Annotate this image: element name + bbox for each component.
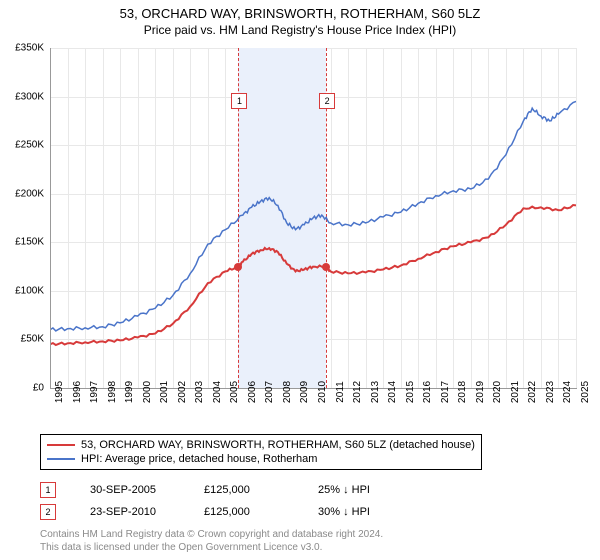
sale-row: 2 23-SEP-2010 £125,000 30% ↓ HPI [40, 504, 408, 520]
chart-area: 12 £0£50K£100K£150K£200K£250K£300K£350K … [50, 48, 576, 388]
sale-delta: 25% ↓ HPI [318, 484, 408, 496]
chart-container: 53, ORCHARD WAY, BRINSWORTH, ROTHERHAM, … [0, 0, 600, 560]
legend-swatch [47, 458, 75, 460]
plot-frame [50, 48, 577, 389]
footer-line: Contains HM Land Registry data © Crown c… [40, 528, 383, 541]
sale-delta: 30% ↓ HPI [318, 506, 408, 518]
chart-title: 53, ORCHARD WAY, BRINSWORTH, ROTHERHAM, … [0, 0, 600, 21]
legend-swatch [47, 444, 75, 446]
sale-price: £125,000 [204, 484, 294, 496]
sale-marker-icon: 2 [40, 504, 56, 520]
legend-item: 53, ORCHARD WAY, BRINSWORTH, ROTHERHAM, … [47, 438, 475, 452]
sale-price: £125,000 [204, 506, 294, 518]
footer-line: This data is licensed under the Open Gov… [40, 541, 383, 554]
legend: 53, ORCHARD WAY, BRINSWORTH, ROTHERHAM, … [40, 434, 482, 470]
sale-marker-icon: 1 [40, 482, 56, 498]
legend-label: 53, ORCHARD WAY, BRINSWORTH, ROTHERHAM, … [81, 439, 475, 451]
sale-date: 23-SEP-2010 [90, 506, 180, 518]
footer: Contains HM Land Registry data © Crown c… [40, 528, 383, 554]
legend-item: HPI: Average price, detached house, Roth… [47, 452, 475, 466]
sale-row: 1 30-SEP-2005 £125,000 25% ↓ HPI [40, 482, 408, 498]
chart-subtitle: Price paid vs. HM Land Registry's House … [0, 21, 600, 37]
legend-label: HPI: Average price, detached house, Roth… [81, 453, 317, 465]
sale-date: 30-SEP-2005 [90, 484, 180, 496]
